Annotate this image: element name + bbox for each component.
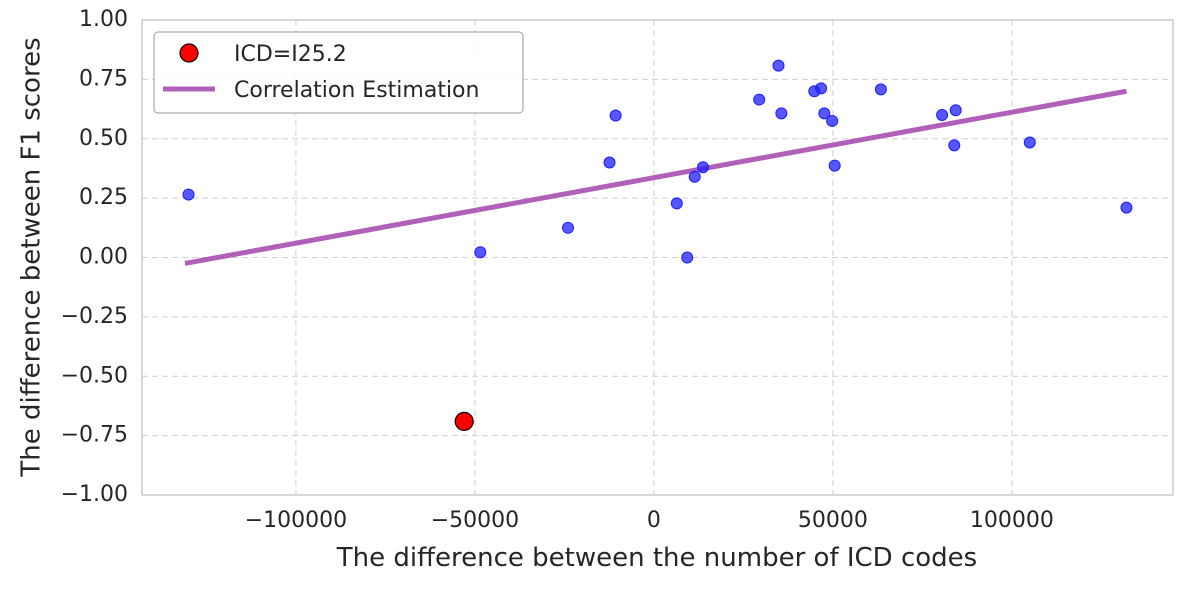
data-point — [696, 161, 709, 174]
y-tick-label: −1.00 — [61, 482, 128, 507]
x-tick-label: 0 — [647, 508, 661, 533]
data-point — [609, 109, 622, 122]
x-axis-label: The difference between the number of ICD… — [336, 543, 977, 573]
data-point — [826, 114, 839, 127]
legend-label-line: Correlation Estimation — [234, 78, 479, 103]
y-tick-label: 0.50 — [79, 126, 128, 151]
highlight-point-icd-i25-2 — [454, 411, 474, 431]
data-point — [775, 107, 788, 120]
x-tick-label: −100000 — [245, 508, 347, 533]
x-tick-label: −50000 — [431, 508, 519, 533]
data-point — [182, 188, 195, 201]
data-point — [670, 197, 683, 210]
data-point — [948, 139, 961, 152]
legend-marker-highlight — [179, 43, 199, 63]
y-tick-label: −0.50 — [61, 363, 128, 388]
data-point — [815, 82, 828, 95]
data-point — [874, 83, 887, 96]
y-tick-labels: 1.00 0.75 0.50 0.25 0.00 −0.25 −0.50 −0.75 −1.00 — [61, 7, 128, 507]
data-point — [818, 107, 831, 120]
data-point — [772, 59, 785, 72]
legend-box — [153, 31, 524, 114]
data-point — [936, 109, 949, 121]
data-point — [1120, 201, 1133, 214]
x-tick-labels: −100000 −50000 0 50000 100000 — [245, 508, 1054, 533]
y-tick-label: 0.75 — [79, 66, 128, 91]
data-point — [681, 251, 694, 264]
data-point — [603, 156, 616, 169]
y-tick-label: 0.25 — [79, 185, 128, 210]
data-point — [562, 221, 575, 234]
data-point — [1023, 136, 1036, 149]
correlation-line — [184, 88, 1127, 266]
x-tick-label: 100000 — [970, 508, 1054, 533]
y-tick-label: −0.75 — [61, 423, 128, 448]
y-tick-label: −0.25 — [61, 304, 128, 329]
plot-frame — [141, 19, 1174, 496]
legend-label-highlight: ICD=I25.2 — [234, 42, 347, 67]
x-tick-label: 50000 — [798, 508, 868, 533]
data-point — [474, 246, 487, 259]
data-point — [949, 104, 962, 117]
data-point — [753, 93, 766, 106]
data-point — [688, 170, 701, 183]
data-point — [828, 159, 841, 172]
y-axis-label: The difference between F1 scores — [17, 37, 47, 477]
y-tick-label: 0.00 — [79, 245, 128, 270]
correlation-line-layer — [184, 88, 1127, 266]
y-tick-label: 1.00 — [79, 7, 128, 32]
data-points — [182, 59, 1133, 431]
legend: ICD=I25.2 Correlation Estimation — [153, 31, 524, 114]
